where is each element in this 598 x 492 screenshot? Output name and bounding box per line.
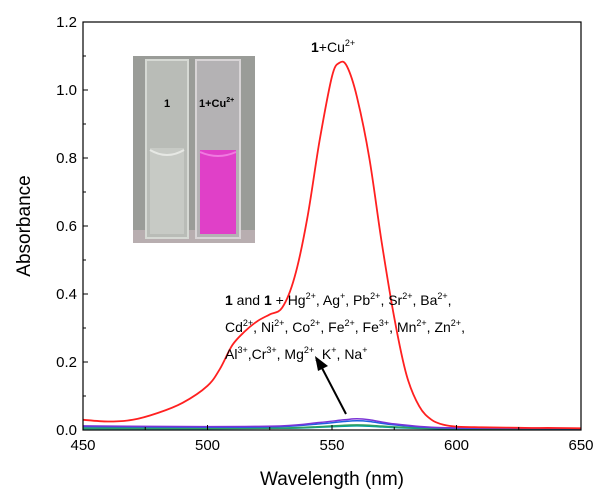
ions-l3-t2: ,Cr — [248, 346, 267, 362]
ions-l3-s2: 3+ — [266, 345, 276, 355]
ions-l2-t2: , Ni — [253, 319, 274, 335]
ions-l1-b2: 1 — [264, 292, 272, 308]
inset-photo: 1 1+Cu2+ — [133, 56, 255, 243]
series-line-0 — [82, 60, 582, 430]
ions-l2-s1: 2+ — [243, 318, 253, 328]
ions-l2-t6: , Mn — [389, 319, 416, 335]
inset-label-1: 1 — [164, 98, 170, 110]
x-tick-label-4: 650 — [568, 437, 593, 454]
cuvette-right-meniscus — [199, 151, 237, 157]
ions-label-line1: 1 and 1 + Hg2+, Ag+, Pb2+, Sr2+, Ba2+, — [225, 291, 452, 308]
y-tick-label-5: 1.0 — [56, 82, 77, 99]
ions-l2-s5: 3+ — [379, 318, 389, 328]
series-layer — [82, 60, 582, 430]
ions-l3-t3: , Mg — [277, 346, 304, 362]
inset-label-cu-text: 1+Cu — [199, 98, 226, 110]
inset-label-cu-sup: 2+ — [226, 97, 234, 104]
annotation-arrow-head — [315, 356, 328, 371]
ions-l2-t5: , Fe — [355, 319, 379, 335]
ions-l2-t4: , Fe — [320, 319, 344, 335]
ions-l1-s2: + — [340, 291, 345, 301]
ions-l2-s4: 2+ — [345, 318, 355, 328]
ions-l1-s4: 2+ — [402, 291, 412, 301]
x-tick-label-2: 550 — [319, 437, 344, 454]
y-tick-label-4: 0.8 — [56, 150, 77, 167]
ions-l2-s7: 2+ — [451, 318, 461, 328]
ions-l1-s1: 2+ — [306, 291, 316, 301]
x-tick-label-0: 450 — [70, 437, 95, 454]
ions-l1-t7: , — [448, 292, 452, 308]
ions-l1-t3: , Ag — [316, 292, 340, 308]
ions-l1-s3: 2+ — [370, 291, 380, 301]
peak-label: 1+Cu2+ — [311, 38, 355, 55]
ions-l2-t8: , — [461, 319, 465, 335]
y-tick-label-0: 0.0 — [56, 422, 77, 439]
y-tick-label-2: 0.4 — [56, 286, 77, 303]
ions-l1-s5: 2+ — [437, 291, 447, 301]
cuvette-left-meniscus — [149, 149, 185, 156]
x-tick-label-1: 500 — [195, 437, 220, 454]
y-axis-title: Absorbance — [14, 175, 35, 276]
series-line-1 — [82, 418, 582, 430]
peak-label-sup: 2+ — [345, 38, 355, 48]
ions-l3-s5: + — [362, 345, 367, 355]
ions-l3-s3: 2+ — [304, 345, 314, 355]
ions-l2-s6: 2+ — [416, 318, 426, 328]
annotation-arrow-shaft — [321, 367, 347, 415]
ions-label-line3: Al3+,Cr3+, Mg2+, K+, Na+ — [225, 345, 368, 362]
ions-l2-t7: , Zn — [427, 319, 451, 335]
y-tick-label-6: 1.2 — [56, 14, 77, 31]
inset-label-cu: 1+Cu2+ — [199, 97, 234, 110]
ions-l3-s1: 3+ — [237, 345, 247, 355]
x-tick-label-3: 600 — [444, 437, 469, 454]
ions-l1-t1: and — [233, 292, 264, 308]
ions-l1-t4: , Pb — [345, 292, 370, 308]
ions-l3-t4: , K — [314, 346, 332, 362]
ions-l1-t6: , Ba — [412, 292, 437, 308]
ions-label-line2: Cd2+, Ni2+, Co2+, Fe2+, Fe3+, Mn2+, Zn2+… — [225, 318, 465, 335]
peak-label-text: +Cu — [319, 39, 345, 55]
cuvette-left-solution — [150, 148, 184, 234]
ions-l3-s4: + — [331, 345, 336, 355]
ions-l1-b1: 1 — [225, 292, 233, 308]
ions-l3-t1: Al — [225, 346, 237, 362]
ions-l3-t5: , Na — [337, 346, 363, 362]
ions-l2-s2: 2+ — [274, 318, 284, 328]
y-tick-label-3: 0.6 — [56, 218, 77, 235]
ions-l1-t5: , Sr — [380, 292, 402, 308]
peak-label-bold: 1 — [311, 39, 319, 55]
ions-l2-t1: Cd — [225, 319, 243, 335]
cuvette-right-solution — [200, 150, 236, 234]
ticks-layer: 450 500 550 600 650 0.0 0.2 0.4 0.6 0.8 1.0 1.2 — [56, 14, 593, 454]
y-tick-label-1: 0.2 — [56, 354, 77, 371]
ions-l2-s3: 2+ — [310, 318, 320, 328]
x-axis-title: Wavelength (nm) — [260, 469, 404, 490]
ions-l2-t3: , Co — [284, 319, 310, 335]
ions-l1-t2: + Hg — [272, 292, 306, 308]
